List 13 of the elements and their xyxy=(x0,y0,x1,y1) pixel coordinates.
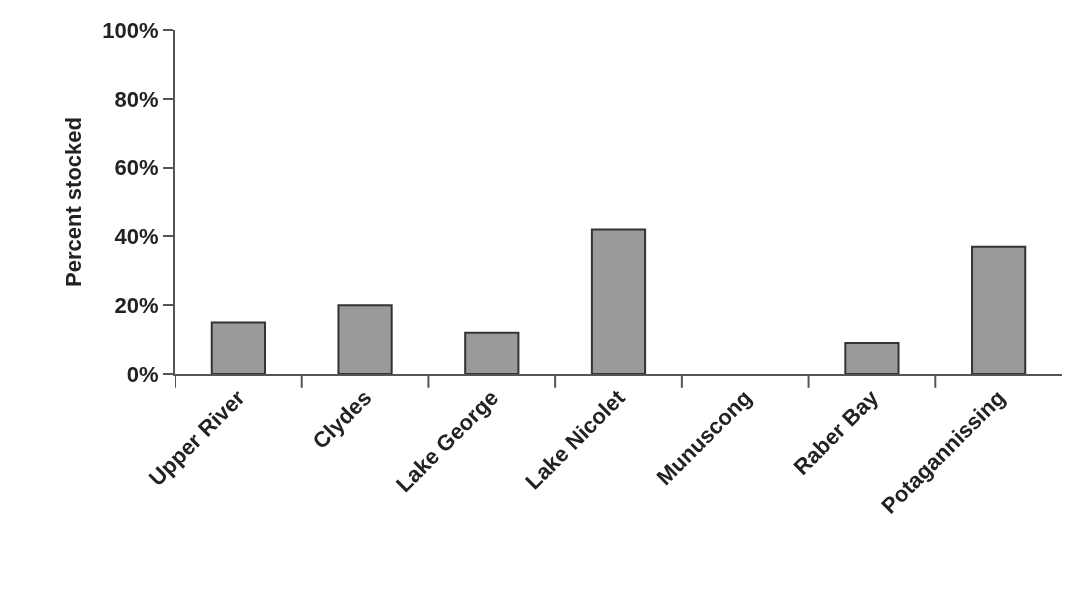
y-tick-label: 20% xyxy=(114,292,159,318)
bar xyxy=(844,342,900,374)
y-tick-label: 60% xyxy=(114,155,159,181)
y-axis-title: Percent stocked xyxy=(60,117,86,287)
y-tick-label: 100% xyxy=(102,17,159,43)
bar xyxy=(590,228,647,374)
bar xyxy=(337,304,393,374)
y-tick-label: 0% xyxy=(126,361,159,387)
bar xyxy=(210,321,266,374)
y-tick-label: 80% xyxy=(114,86,159,112)
bar xyxy=(464,331,520,374)
y-tick-label: 40% xyxy=(114,224,159,250)
bar xyxy=(971,245,1027,374)
